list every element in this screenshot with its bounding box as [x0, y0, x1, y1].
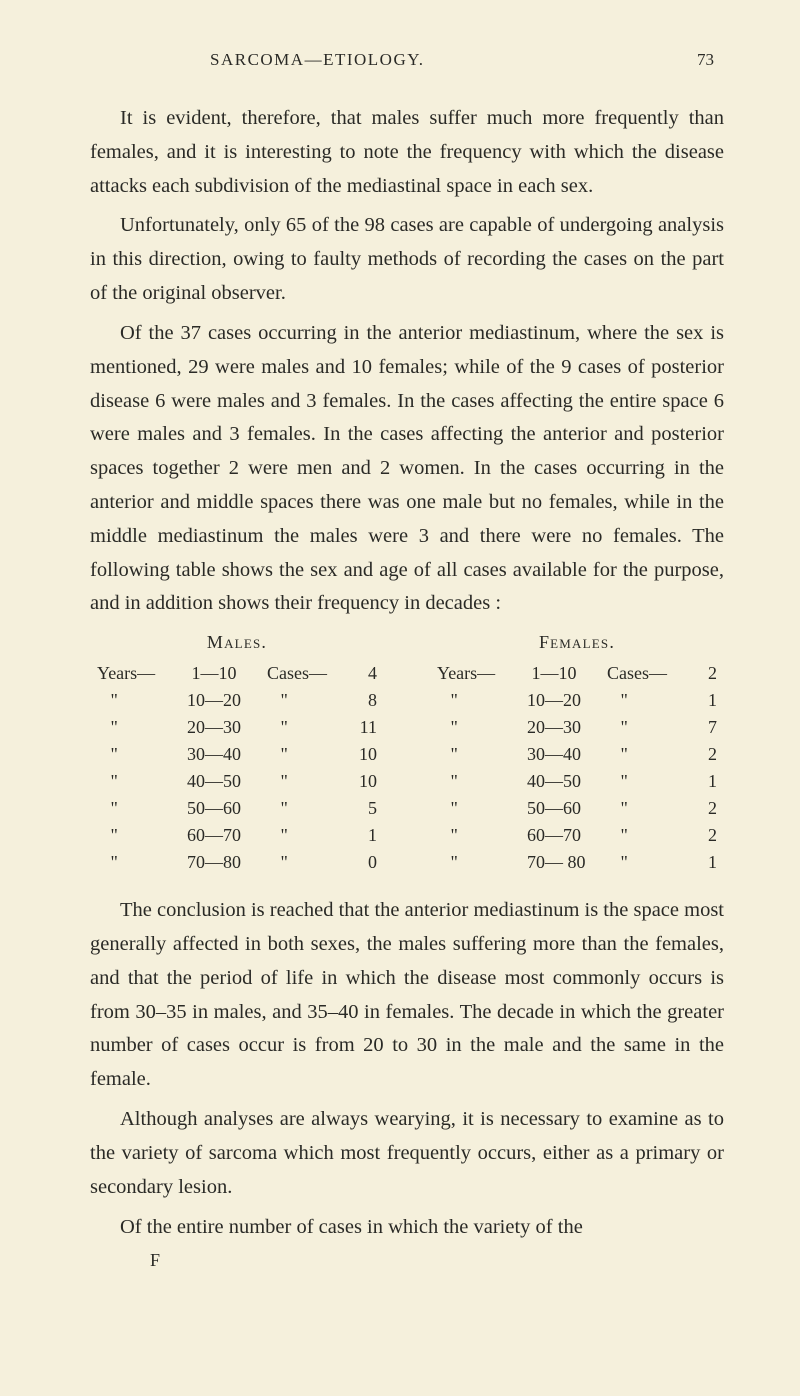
case-label: " [267, 768, 347, 795]
case-label: " [607, 768, 687, 795]
case-value: 1 [687, 687, 717, 714]
paragraph-4: The conclusion is reached that the anter… [90, 894, 724, 1097]
year-range: 40—50 [187, 768, 267, 795]
case-label: " [607, 822, 687, 849]
header-title: SARCOMA—ETIOLOGY. [210, 50, 425, 70]
year-label: " [97, 687, 187, 714]
case-label: " [267, 822, 347, 849]
table-row: "50—60 " 5 [97, 795, 377, 822]
year-label: " [437, 822, 527, 849]
year-range: 50—60 [187, 795, 267, 822]
year-range: 10—20 [187, 687, 267, 714]
table-row: "30—40 "2 [437, 741, 717, 768]
year-label: " [437, 741, 527, 768]
case-label: Cases— [607, 660, 687, 687]
table-row: Years— 1—10Cases— 4 [97, 660, 377, 687]
table-row: "30—40 "10 [97, 741, 377, 768]
table-row: "10—20 "1 [437, 687, 717, 714]
year-range: 10—20 [527, 687, 607, 714]
year-label: " [97, 795, 187, 822]
table-row: "70—80 " 0 [97, 849, 377, 876]
case-label: " [267, 849, 347, 876]
year-label: " [97, 768, 187, 795]
case-value: 2 [687, 741, 717, 768]
year-label: " [437, 768, 527, 795]
case-label: " [607, 687, 687, 714]
table-row: "20—30 "7 [437, 714, 717, 741]
case-value: 8 [347, 687, 377, 714]
year-range: 30—40 [187, 741, 267, 768]
table-row: "60—70 "2 [437, 822, 717, 849]
footer-signature-mark: F [90, 1250, 724, 1271]
year-range: 1—10 [187, 660, 267, 687]
case-value: 10 [347, 741, 377, 768]
year-label: " [97, 714, 187, 741]
table-row: "40—50 "1 [437, 768, 717, 795]
year-range: 40—50 [527, 768, 607, 795]
table-row: Years— 1—10Cases—2 [437, 660, 717, 687]
page-header: SARCOMA—ETIOLOGY. 73 [90, 50, 724, 70]
year-label: " [97, 822, 187, 849]
table-row: "60—70 " 1 [97, 822, 377, 849]
table-row: "70— 80 "1 [437, 849, 717, 876]
paragraph-2: Unfortunately, only 65 of the 98 cases a… [90, 209, 724, 310]
paragraph-5: Although analyses are always wearying, i… [90, 1103, 724, 1204]
table-row: "50—60 "2 [437, 795, 717, 822]
year-label: " [437, 714, 527, 741]
year-range: 20—30 [527, 714, 607, 741]
data-table: Males. Years— 1—10Cases— 4 "10—20 " 8 "2… [90, 629, 724, 876]
case-value: 0 [347, 849, 377, 876]
case-value: 2 [687, 795, 717, 822]
year-range: 50—60 [527, 795, 607, 822]
males-column: Males. Years— 1—10Cases— 4 "10—20 " 8 "2… [97, 629, 377, 876]
case-value: 5 [347, 795, 377, 822]
table-row: "40—50 "10 [97, 768, 377, 795]
year-range: 20—30 [187, 714, 267, 741]
year-range: 60—70 [527, 822, 607, 849]
case-value: 1 [347, 822, 377, 849]
paragraph-3: Of the 37 cases occurring in the anterio… [90, 317, 724, 621]
case-label: " [607, 849, 687, 876]
case-label: " [267, 795, 347, 822]
case-value: 11 [347, 714, 377, 741]
case-value: 2 [687, 822, 717, 849]
page-number: 73 [697, 50, 714, 70]
case-value: 2 [687, 660, 717, 687]
year-range: 60—70 [187, 822, 267, 849]
case-value: 1 [687, 768, 717, 795]
paragraph-6: Of the entire number of cases in which t… [90, 1211, 724, 1245]
case-value: 7 [687, 714, 717, 741]
paragraph-1: It is evident, therefore, that males suf… [90, 102, 724, 203]
year-range: 70—80 [187, 849, 267, 876]
males-header: Males. [97, 629, 377, 656]
case-label: " [267, 687, 347, 714]
year-label: " [437, 795, 527, 822]
table-row: "20—30 "11 [97, 714, 377, 741]
case-label: Cases— [267, 660, 347, 687]
case-value: 10 [347, 768, 377, 795]
case-value: 4 [347, 660, 377, 687]
females-column: Females. Years— 1—10Cases—2 "10—20 "1 "2… [437, 629, 717, 876]
case-label: " [607, 795, 687, 822]
females-header: Females. [437, 629, 717, 656]
year-range: 1—10 [527, 660, 607, 687]
year-label: Years— [437, 660, 527, 687]
year-label: Years— [97, 660, 187, 687]
case-label: " [267, 741, 347, 768]
table-row: "10—20 " 8 [97, 687, 377, 714]
case-label: " [267, 714, 347, 741]
year-label: " [97, 741, 187, 768]
year-label: " [437, 687, 527, 714]
year-label: " [437, 849, 527, 876]
case-label: " [607, 714, 687, 741]
year-range: 30—40 [527, 741, 607, 768]
year-range: 70— 80 [527, 849, 607, 876]
year-label: " [97, 849, 187, 876]
case-value: 1 [687, 849, 717, 876]
case-label: " [607, 741, 687, 768]
